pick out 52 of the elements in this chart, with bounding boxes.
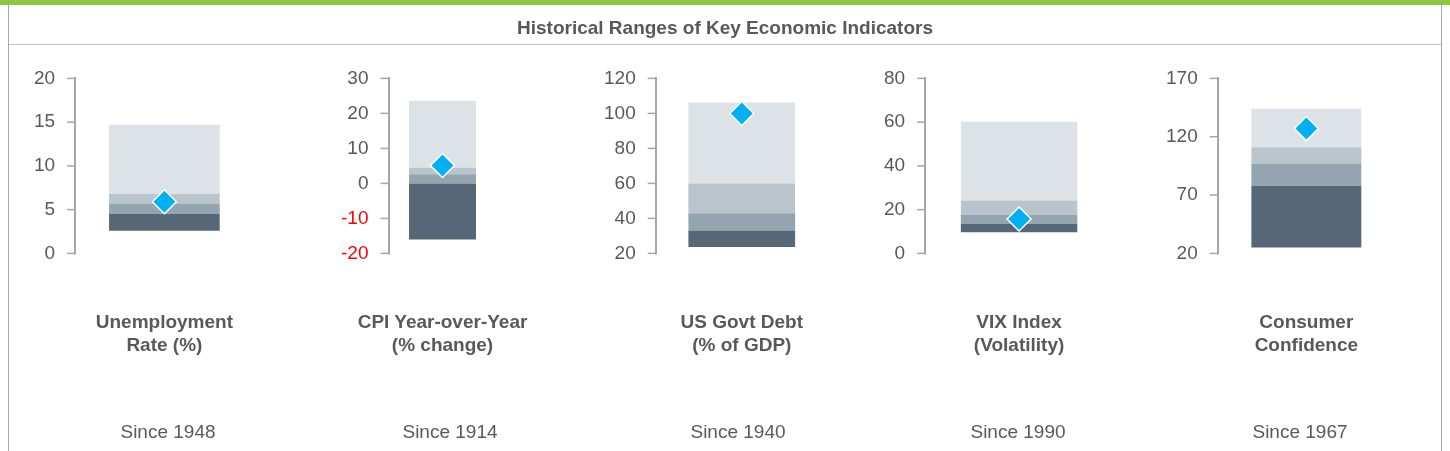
bar (960, 121, 1078, 201)
bar (409, 183, 476, 240)
y-tick-label: 0 (894, 241, 906, 263)
y-tick-label: 40 (614, 206, 636, 228)
bar (409, 100, 476, 168)
x-tick-label: Consumer Confidence (1254, 311, 1359, 355)
y-tick-label: 20 (1176, 241, 1198, 263)
y-tick-label: 30 (347, 66, 369, 88)
y-tick-label: 0 (357, 171, 369, 193)
y-tick-label: 40 (883, 154, 906, 176)
text: Since 1967 (1251, 421, 1349, 443)
y-tick-label: 20 (33, 66, 56, 88)
x-tick-label: VIX Index (Volatility) (973, 311, 1065, 355)
text: Since 1948 (119, 421, 217, 443)
bar (1251, 185, 1362, 248)
chart-title: Historical Ranges of Key Economic Indicators (9, 14, 1441, 45)
y-tick-label: 0 (44, 241, 56, 263)
bar (688, 213, 796, 231)
text: Since 1914 (401, 421, 499, 443)
y-tick-label: 20 (347, 101, 369, 123)
bar (109, 124, 220, 194)
y-tick-label: 20 (883, 197, 906, 219)
y-tick-label: 60 (883, 110, 906, 132)
bar (109, 214, 220, 231)
bar (688, 230, 796, 247)
text: Since 1940 (689, 421, 787, 443)
y-tick-label: 70 (1176, 183, 1198, 205)
bar (1251, 163, 1362, 186)
y-tick-label: 80 (614, 136, 636, 158)
y-tick-label: 10 (347, 136, 369, 158)
bar (960, 200, 1078, 215)
y-tick-label: 120 (604, 66, 636, 88)
y-tick-label: 60 (614, 171, 636, 193)
x-tick-label: CPI Year-over-Year (% change) (357, 311, 528, 355)
bar (1251, 108, 1362, 148)
bar (1251, 147, 1362, 164)
y-tick-label: 80 (883, 66, 906, 88)
x-tick-label: US Govt Debt (% of GDP) (680, 311, 804, 355)
y-tick-label: -20 (341, 241, 369, 263)
y-tick-label: 10 (33, 154, 56, 176)
y-tick-label: 15 (33, 110, 56, 132)
x-tick-label: Unemployment Rate (%) (95, 311, 234, 355)
text: Since 1990 (969, 421, 1067, 443)
y-tick-label: -10 (341, 206, 369, 228)
bar (688, 183, 796, 214)
y-tick-label: 170 (1166, 66, 1198, 88)
bar (688, 102, 796, 184)
y-tick-label: 120 (1166, 124, 1198, 146)
y-tick-label: 20 (614, 241, 636, 263)
bar (409, 174, 476, 184)
y-tick-label: 5 (44, 197, 56, 219)
y-tick-label: 100 (604, 101, 636, 123)
